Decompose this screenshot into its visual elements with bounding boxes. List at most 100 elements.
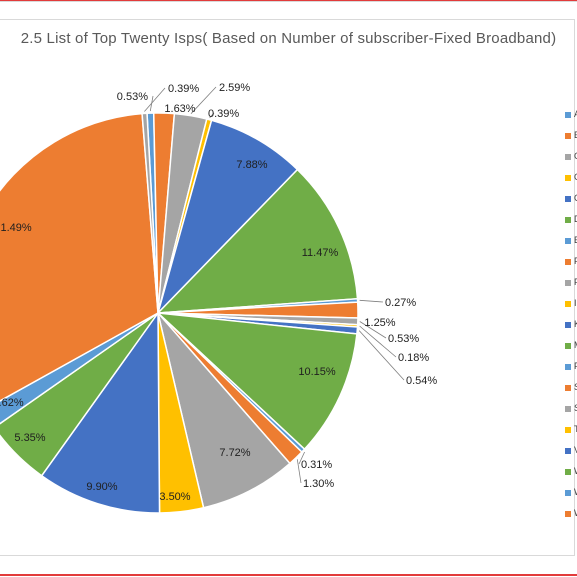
legend-item: F <box>565 276 577 288</box>
legend-label: K <box>574 319 577 329</box>
leader-line <box>209 112 215 118</box>
legend-label: S <box>574 403 577 413</box>
legend-item: D <box>565 213 577 225</box>
legend-swatch <box>565 342 571 349</box>
legend-label: P <box>574 361 577 371</box>
legend-label: M <box>574 340 577 350</box>
legend-item: C <box>565 150 577 162</box>
legend-label: W <box>574 508 577 518</box>
top-frame-line <box>0 0 577 2</box>
leader-line <box>359 325 397 358</box>
leader-line <box>358 330 405 381</box>
legend-label: S <box>574 382 577 392</box>
slice-data-label: 0.39% <box>208 108 239 120</box>
top-accent-line <box>0 0 577 1</box>
legend-swatch <box>565 363 571 370</box>
legend-swatch <box>565 237 571 244</box>
legend-item: C <box>565 192 577 204</box>
bottom-accent-line <box>0 574 577 576</box>
leader-line <box>190 86 217 114</box>
leader-line <box>296 459 302 484</box>
legend-swatch <box>565 447 571 454</box>
legend-item: P <box>565 360 577 372</box>
slice-data-label: 10.15% <box>298 366 336 378</box>
legend-label: C <box>574 193 577 203</box>
slice-data-label: 31.49% <box>0 222 32 234</box>
legend-swatch <box>565 300 571 307</box>
legend-swatch <box>565 258 571 265</box>
slice-data-label: 0.39% <box>168 83 199 95</box>
slice-data-label: 0.27% <box>385 297 416 309</box>
legend-swatch <box>565 195 571 202</box>
leader-line <box>359 299 384 303</box>
slice-data-label: 3.50% <box>159 491 190 503</box>
legend-swatch <box>565 384 571 391</box>
legend-label: E <box>574 235 577 245</box>
pie-slice <box>40 310 161 514</box>
pie-slice <box>157 312 291 509</box>
slice-data-label: 9.90% <box>86 481 117 493</box>
legend-label: F <box>574 277 577 287</box>
slice-data-label: 0.53% <box>388 333 419 345</box>
legend-label: A <box>574 109 577 119</box>
legend-swatch <box>565 111 571 118</box>
slice-data-label: 0.53% <box>117 91 148 103</box>
legend-label: B <box>574 130 577 140</box>
legend-item: B <box>565 129 577 141</box>
slice-data-label: 7.88% <box>236 159 267 171</box>
leader-line <box>144 87 166 112</box>
pie-slice <box>0 112 159 402</box>
legend-item: I <box>565 297 577 309</box>
legend-label: W <box>574 487 577 497</box>
legend-swatch <box>565 216 571 223</box>
pie-slice <box>0 312 159 477</box>
legend-swatch <box>565 279 571 286</box>
legend-label: V <box>574 445 577 455</box>
legend-item: W <box>565 465 577 477</box>
pie-slice <box>156 168 359 314</box>
legend-item: S <box>565 381 577 393</box>
legend-label: C <box>574 151 577 161</box>
chart-title: 2.5 List of Top Twenty Isps( Based on Nu… <box>20 30 557 47</box>
slice-data-label: 1.63% <box>164 103 195 115</box>
legend-item: C <box>565 171 577 183</box>
pie-slice <box>141 112 159 314</box>
legend-label: C <box>574 172 577 182</box>
slice-labels: 0.53% 1.63% 2.59% 0.39% 7.88% 11.47% 0.27% 1.25… <box>0 82 437 503</box>
slice-data-label: 1.25% <box>364 317 395 329</box>
legend-swatch <box>565 468 571 475</box>
legend-item: T <box>565 423 577 435</box>
legend-swatch <box>565 426 571 433</box>
slice-data-label: 0.18% <box>398 352 429 364</box>
legend-swatch <box>565 510 571 517</box>
legend-label: F <box>574 256 577 266</box>
pie-slice <box>0 312 159 425</box>
slice-data-label: 5.35% <box>14 432 45 444</box>
legend-item: A <box>565 108 577 120</box>
legend-swatch <box>565 132 571 139</box>
legend-swatch <box>565 153 571 160</box>
legend-item: S <box>565 402 577 414</box>
legend-item: W <box>565 486 577 498</box>
legend-swatch <box>565 174 571 181</box>
slice-data-label: 2.59% <box>219 82 250 94</box>
slice-data-label: 1.30% <box>303 478 334 490</box>
slice-data-label: 1.62% <box>0 397 24 409</box>
slice-data-label: 0.54% <box>406 375 437 387</box>
pie-slice <box>155 312 358 451</box>
legend-item: W <box>565 507 577 519</box>
slice-data-label: 11.47% <box>302 247 339 259</box>
legend-item: M <box>565 339 577 351</box>
legend-label: T <box>574 424 577 434</box>
leader-line <box>359 321 387 339</box>
legend-item: K <box>565 318 577 330</box>
leader-lines <box>144 86 405 484</box>
legend-label: W <box>574 466 577 476</box>
legend-item: E <box>565 234 577 246</box>
legend-swatch <box>565 321 571 328</box>
pie-slice <box>157 119 299 314</box>
legend-swatch <box>565 405 571 412</box>
legend-label: D <box>574 214 577 224</box>
slice-data-label: 7.72% <box>219 447 250 459</box>
